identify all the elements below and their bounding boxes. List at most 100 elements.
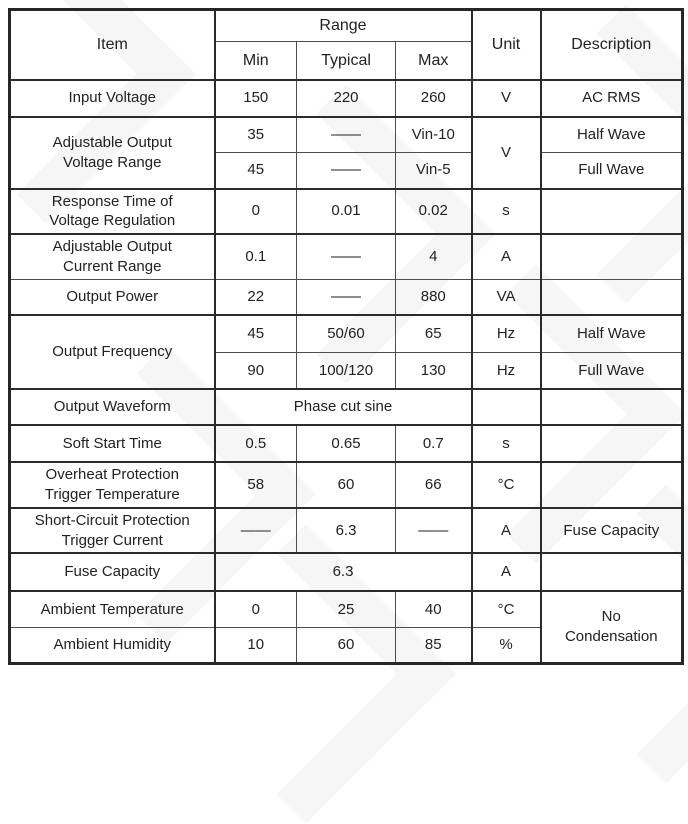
short-circuit-item-cell: Short-Circuit Protection Trigger Current (9, 506, 216, 554)
row-ambient-temperature: Ambient Temperature 0 25 40 °C No Conden… (9, 590, 684, 664)
input-voltage-unit-cell: V (471, 78, 542, 117)
voltage-range-full-min-cell: 45 (214, 152, 297, 189)
row-output-power: Output Power 22 —— 880 VA (9, 278, 684, 316)
short-circuit-desc-cell: Fuse Capacity (540, 506, 684, 554)
fuse-capacity-value-cell: 6.3 (213, 552, 473, 592)
overheat-item-cell: Overheat Protection Trigger Temperature (9, 461, 216, 509)
output-frequency-half-desc-cell: Half Wave (540, 314, 684, 353)
row-ambient-humidity: Ambient Humidity 10 60 85 % (9, 626, 683, 664)
voltage-range-unit-cell: V (471, 115, 542, 189)
soft-start-min-cell: 0.5 (214, 424, 297, 463)
row-output-frequency-full: 90 100/120 130 Hz Full Wave (10, 351, 684, 390)
voltage-range-half-max-cell: Vin-10 (394, 115, 473, 153)
ambient-humidity-item-cell: Ambient Humidity (9, 626, 216, 664)
output-frequency-full-min-cell: 90 (214, 351, 297, 390)
overheat-typical-cell: 60 (296, 461, 396, 509)
row-input-voltage: Input Voltage 150 220 260 V AC RMS (9, 78, 684, 117)
soft-start-typical-cell: 0.65 (296, 424, 396, 463)
short-circuit-min-cell: —— (214, 506, 297, 554)
output-power-min-cell: 22 (214, 278, 297, 316)
header-description: Description (540, 9, 684, 80)
row-output-waveform: Output Waveform Phase cut sine (9, 388, 684, 426)
row-fuse-capacity: Fuse Capacity 6.3 A (9, 552, 684, 592)
current-range-desc-cell (540, 233, 684, 280)
soft-start-item-cell: Soft Start Time (9, 424, 216, 463)
ambient-temperature-item-cell: Ambient Temperature (9, 590, 216, 628)
row-voltage-range-half: Adjustable Output Voltage Range 35 —— Vi… (9, 115, 684, 189)
header-row-2: Min Typical Max (10, 41, 683, 80)
input-voltage-min-cell: 150 (214, 78, 297, 117)
row-response-time: Response Time of Voltage Regulation 0 0.… (9, 187, 684, 235)
input-voltage-item-cell: Input Voltage (9, 78, 216, 117)
row-soft-start: Soft Start Time 0.5 0.65 0.7 s (9, 424, 684, 463)
row-short-circuit: Short-Circuit Protection Trigger Current… (9, 506, 684, 554)
response-time-max-cell: 0.02 (394, 187, 473, 235)
ambient-temperature-max-cell: 40 (394, 590, 473, 628)
response-time-desc-cell (540, 187, 684, 235)
short-circuit-max-cell: —— (394, 506, 473, 554)
output-frequency-half-max-cell: 65 (394, 314, 473, 353)
overheat-max-cell: 66 (394, 461, 473, 509)
header-typical: Typical (296, 41, 396, 80)
input-voltage-desc-cell: AC RMS (540, 78, 684, 117)
output-frequency-half-unit-cell: Hz (471, 314, 542, 353)
response-time-item-cell: Response Time of Voltage Regulation (9, 187, 216, 235)
voltage-range-half-min-cell: 35 (214, 115, 297, 153)
ambient-humidity-max-cell: 85 (394, 626, 473, 664)
ambient-temperature-unit-cell: °C (471, 590, 542, 628)
output-power-max-cell: 880 (394, 278, 473, 316)
voltage-range-item-cell: Adjustable Output Voltage Range (9, 115, 216, 189)
output-waveform-unit-cell (471, 388, 542, 426)
overheat-min-cell: 58 (214, 461, 297, 509)
header-min: Min (214, 41, 297, 80)
soft-start-unit-cell: s (471, 424, 542, 463)
output-frequency-half-typical-cell: 50/60 (296, 314, 396, 353)
current-range-item-label: Adjustable Output Current Range (52, 238, 172, 275)
current-range-item-cell: Adjustable Output Current Range (9, 233, 216, 280)
short-circuit-typical-cell: 6.3 (296, 506, 396, 554)
ambient-humidity-unit-cell: % (471, 626, 542, 664)
current-range-max-cell: 4 (394, 233, 473, 280)
overheat-desc-cell (540, 461, 684, 509)
voltage-range-item-label: Adjustable Output Voltage Range (52, 133, 172, 171)
ambient-desc-cell: No Condensation (540, 590, 684, 664)
input-voltage-typical-cell: 220 (296, 78, 396, 117)
response-time-min-cell: 0 (214, 187, 297, 235)
ambient-humidity-min-cell: 10 (214, 626, 297, 664)
output-frequency-full-unit-cell: Hz (471, 351, 542, 390)
output-frequency-full-max-cell: 130 (394, 351, 473, 390)
output-frequency-item-cell: Output Frequency (9, 314, 216, 390)
output-waveform-desc-cell (540, 388, 684, 426)
output-frequency-full-typical-cell: 100/120 (296, 351, 396, 390)
current-range-unit-cell: A (471, 233, 542, 280)
voltage-range-full-max-cell: Vin-5 (394, 152, 473, 189)
header-max: Max (394, 41, 473, 80)
output-frequency-full-desc-cell: Full Wave (540, 351, 684, 390)
output-power-desc-cell (540, 278, 684, 316)
short-circuit-unit-cell: A (471, 506, 542, 554)
response-time-unit-cell: s (471, 187, 542, 235)
output-power-item-cell: Output Power (9, 278, 216, 316)
output-power-typical-cell: —— (296, 278, 396, 316)
header-item: Item (9, 9, 216, 80)
fuse-capacity-unit-cell: A (471, 552, 542, 592)
spec-table: Item Range Unit Description Min Typical … (8, 8, 685, 665)
input-voltage-max-cell: 260 (394, 78, 473, 117)
row-voltage-range-full: 45 —— Vin-5 Full Wave (10, 152, 684, 189)
current-range-typical-cell: —— (296, 233, 396, 280)
header-unit: Unit (471, 9, 542, 80)
voltage-range-full-typical-cell: —— (296, 152, 396, 189)
overheat-unit-cell: °C (471, 461, 542, 509)
response-time-typical-cell: 0.01 (296, 187, 396, 235)
header-range: Range (213, 9, 473, 42)
fuse-capacity-item-cell: Fuse Capacity (9, 552, 216, 592)
row-current-range: Adjustable Output Current Range 0.1 —— 4… (9, 233, 684, 280)
response-time-item-label: Response Time of Voltage Regulation (49, 192, 176, 230)
voltage-range-half-desc-cell: Half Wave (540, 115, 684, 153)
output-waveform-value-cell: Phase cut sine (213, 388, 473, 426)
current-range-min-cell: 0.1 (214, 233, 297, 280)
fuse-capacity-desc-cell (540, 552, 684, 592)
row-overheat: Overheat Protection Trigger Temperature … (9, 461, 684, 509)
ambient-humidity-typical-cell: 60 (296, 626, 396, 664)
output-waveform-item-cell: Output Waveform (9, 388, 216, 426)
